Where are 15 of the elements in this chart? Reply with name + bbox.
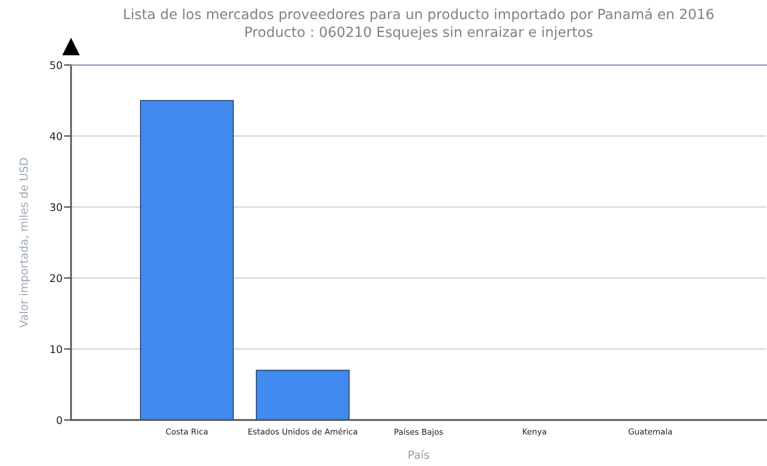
x-axis-title: País (408, 450, 430, 459)
chart-subtitle: Producto : 060210 Esquejes sin enraizar e injertos (246, 26, 592, 40)
y-tick-label: 20 (50, 274, 62, 282)
x-tick-label: Estados Unidos de América (248, 428, 358, 435)
chart-title: Lista de los mercados proveedores para un producto importado por Panamá en 2016 (124, 8, 714, 22)
x-tick-label: Guatemala (628, 428, 672, 435)
x-tick-label: Costa Rica (166, 428, 208, 435)
y-tick-label: 0 (56, 416, 62, 424)
y-tick-label: 10 (50, 345, 62, 354)
x-tick-label: Kenya (522, 428, 546, 436)
y-tick-label: 30 (50, 203, 62, 212)
x-tick-label: Países Bajos (394, 428, 443, 436)
y-axis-title: Valor importada, miles de USD (19, 158, 30, 328)
y-tick-label: 50 (50, 61, 62, 70)
y-tick-label: 40 (50, 132, 62, 140)
